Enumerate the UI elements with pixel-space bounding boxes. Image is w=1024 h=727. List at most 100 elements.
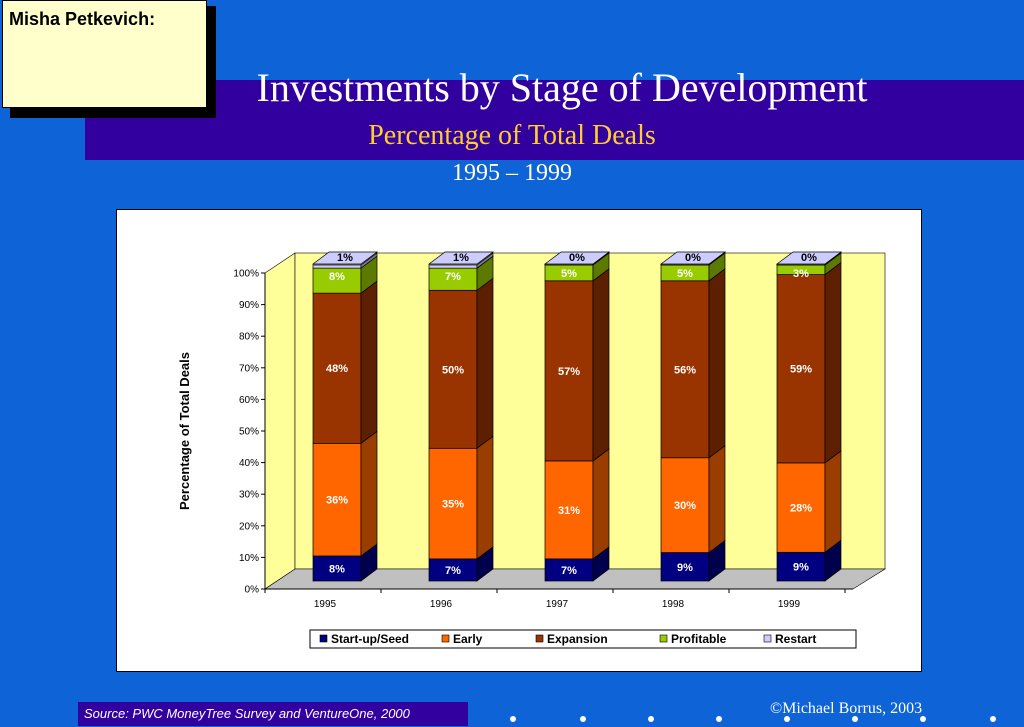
decor-dot — [784, 716, 790, 722]
decor-dot — [580, 716, 586, 722]
bar-segment-side — [592, 448, 610, 560]
data-label: 8% — [329, 563, 345, 575]
bar-top-cap — [659, 251, 727, 265]
legend-swatch — [441, 634, 450, 643]
data-label: 5% — [561, 268, 577, 280]
copyright: ©Michael Borrus, 2003 — [770, 700, 923, 717]
y-tick-label: 70% — [239, 363, 259, 374]
bar-segment — [312, 264, 362, 269]
bar-segment-side — [824, 450, 842, 553]
slide-subtitle: Percentage of Total Deals — [368, 120, 656, 151]
data-label: 7% — [561, 565, 577, 577]
bar-segment-side — [360, 430, 378, 557]
bar-segment-side — [360, 280, 378, 445]
data-label: 30% — [674, 500, 696, 512]
y-tick-label: 60% — [239, 395, 259, 406]
data-label: 0% — [801, 252, 817, 264]
chart-container: 0% 10% 20% 30% 40% 50% 60% 70% 80% 90% 100% Percent… — [116, 209, 922, 672]
data-label: 59% — [790, 364, 812, 376]
bar-segment — [660, 280, 710, 459]
data-label: 7% — [445, 271, 461, 283]
slide-title: Investments by Stage of Development — [256, 65, 868, 110]
bar-segment-side — [476, 277, 494, 449]
title-band — [85, 80, 1024, 160]
bar-top-cap — [775, 251, 843, 265]
data-label: 31% — [558, 505, 580, 517]
side-wall — [264, 252, 296, 590]
data-label: 0% — [569, 252, 585, 264]
data-label: 9% — [677, 562, 693, 574]
legend-swatch — [319, 634, 328, 643]
bar-segment-side — [708, 445, 726, 554]
data-label: 5% — [677, 268, 693, 280]
data-label: 57% — [558, 366, 580, 378]
decor-dot — [852, 716, 858, 722]
source-note: Source: PWC MoneyTree Survey and Venture… — [78, 702, 468, 726]
x-tick-label: 1996 — [430, 599, 453, 610]
y-tick-label: 40% — [239, 458, 259, 469]
bar-segment-side — [476, 252, 494, 269]
bar-segment — [776, 551, 826, 582]
data-label: 28% — [790, 503, 812, 515]
bar-segment — [312, 442, 362, 557]
data-label: 9% — [793, 562, 809, 574]
y-tick-label: 10% — [239, 553, 259, 564]
bar-segment-side — [824, 261, 842, 464]
bar-segment — [312, 267, 362, 294]
bar-segment — [544, 460, 594, 560]
decor-dot — [648, 716, 654, 722]
bar-segment — [544, 280, 594, 462]
legend-swatch — [763, 634, 772, 643]
bar-top-cap — [311, 251, 379, 265]
data-label: 56% — [674, 364, 696, 376]
slide-years: 1995 – 1999 — [452, 160, 572, 186]
x-tick-label: 1995 — [314, 599, 337, 610]
data-label: 8% — [329, 271, 345, 283]
bar-segment — [776, 274, 826, 464]
bar-segment — [428, 289, 478, 449]
legend-swatch — [535, 634, 544, 643]
legend-label: Early — [453, 632, 483, 646]
y-tick-label: 0% — [245, 585, 260, 596]
data-label: 36% — [326, 495, 348, 507]
legend-label: Start-up/Seed — [331, 632, 409, 646]
bar-top-cap — [427, 251, 495, 265]
note-text: Misha Petkevich: — [9, 9, 156, 29]
y-tick-label: 90% — [239, 300, 259, 311]
y-tick-label: 20% — [239, 521, 259, 532]
y-tick-label: 30% — [239, 490, 259, 501]
bar-segment-side — [592, 268, 610, 462]
y-tick-label: 80% — [239, 332, 259, 343]
decor-dot — [920, 716, 926, 722]
bar-segment-side — [476, 435, 494, 560]
bar-segment — [312, 292, 362, 444]
stacked-bar-chart: 0% 10% 20% 30% 40% 50% 60% 70% 80% 90% 100% Percent… — [177, 251, 887, 649]
y-tick-label: 50% — [239, 427, 259, 438]
legend-label: Restart — [775, 632, 816, 646]
data-label: 1% — [337, 252, 353, 264]
y-axis-title: Percentage of Total Deals — [177, 352, 192, 510]
decor-dot — [716, 716, 722, 722]
legend-swatch — [659, 634, 668, 643]
bar-top-cap — [543, 251, 611, 265]
data-label: 3% — [793, 268, 809, 280]
decor-dot — [510, 716, 516, 722]
y-tick-label: 100% — [233, 269, 259, 280]
x-tick-label: 1998 — [662, 599, 685, 610]
bar-segment — [660, 552, 710, 582]
speaker-note[interactable]: Misha Petkevich: — [2, 0, 207, 108]
bar-segment-side — [708, 268, 726, 459]
data-label: 35% — [442, 499, 464, 511]
bar-segment — [428, 264, 478, 269]
data-label: 1% — [453, 252, 469, 264]
data-label: 48% — [326, 363, 348, 375]
bar-segment — [660, 457, 710, 553]
data-label: 50% — [442, 364, 464, 376]
legend-label: Profitable — [671, 632, 727, 646]
legend-label: Expansion — [547, 632, 608, 646]
decor-dot — [990, 716, 996, 722]
data-label: 7% — [445, 565, 461, 577]
bar-segment-side — [360, 252, 378, 269]
legend-box — [309, 629, 857, 649]
x-tick-label: 1999 — [778, 599, 801, 610]
